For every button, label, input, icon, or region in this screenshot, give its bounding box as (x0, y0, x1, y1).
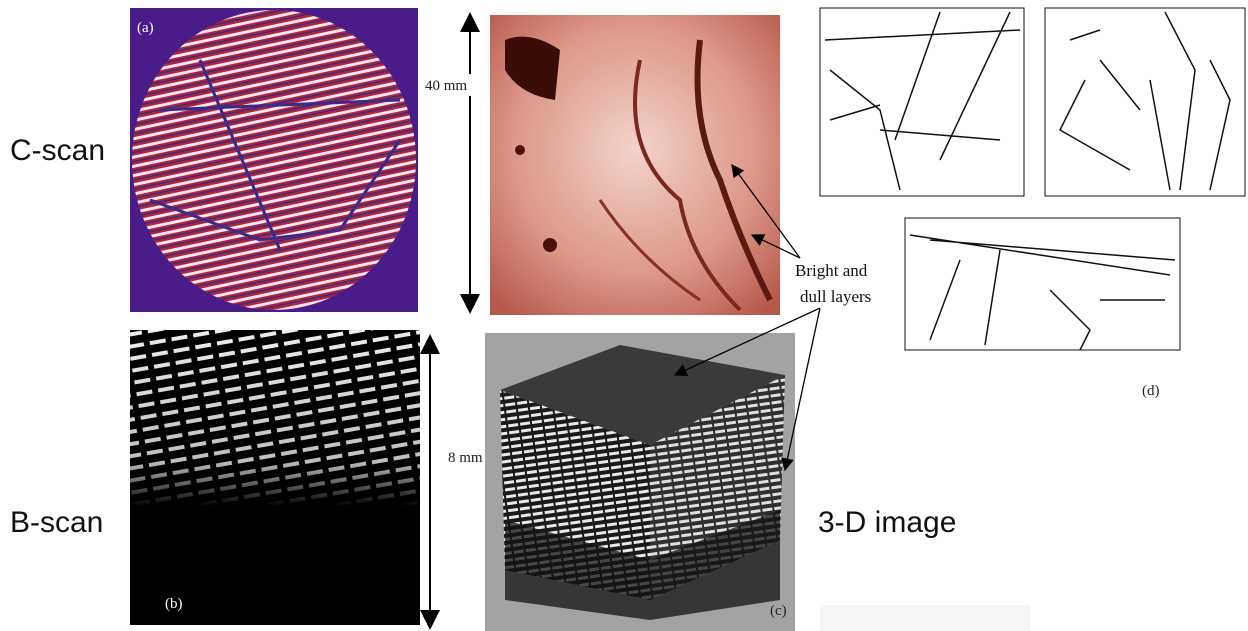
panel-d: (d) (820, 8, 1245, 399)
panel-label: (b) (165, 596, 183, 612)
panel-b: (b) (130, 326, 420, 625)
panel-label: (c) (770, 603, 787, 619)
scale-label: 40 mm (425, 78, 467, 94)
row-label: B-scan (10, 506, 103, 539)
panel-c: (c) (485, 333, 795, 631)
panel-label: (a) (137, 20, 154, 36)
annotation: dull layers (800, 287, 871, 306)
row-label: 3-D image (818, 506, 956, 539)
annotation: Bright and (795, 261, 868, 280)
scale-label: 8 mm (448, 450, 483, 466)
c-scan-image (490, 15, 780, 315)
row-label: C-scan (10, 134, 105, 167)
figure: C-scan B-scan 3-D image (a) 40 mm (b) 8 … (0, 0, 1248, 631)
panel-label: (d) (1142, 383, 1160, 399)
panel-a: (a) (130, 8, 418, 312)
